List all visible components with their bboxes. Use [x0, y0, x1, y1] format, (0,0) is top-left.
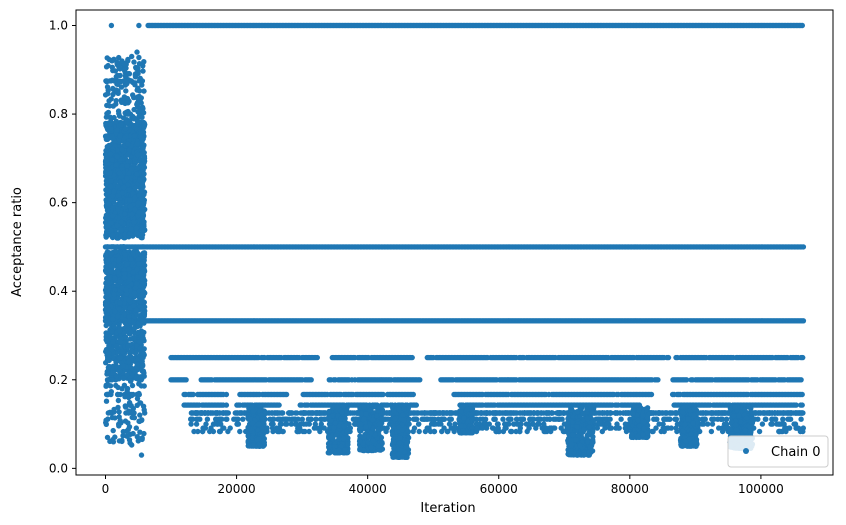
data-point — [106, 357, 112, 364]
data-point — [800, 354, 806, 361]
data-point — [102, 314, 109, 321]
data-point — [104, 55, 110, 61]
data-point — [648, 391, 655, 398]
data-point — [140, 363, 146, 369]
data-point — [104, 78, 110, 84]
data-point — [131, 59, 137, 65]
data-point — [103, 337, 110, 343]
data-point — [276, 402, 282, 408]
data-point — [409, 354, 415, 361]
data-point — [223, 391, 230, 398]
data-point — [113, 359, 119, 365]
data-point — [135, 329, 141, 336]
data-point — [140, 244, 146, 250]
data-point — [139, 114, 145, 121]
data-point — [410, 391, 416, 398]
data-point — [665, 354, 672, 361]
data-point — [112, 275, 118, 282]
data-point — [183, 377, 189, 383]
data-point — [223, 402, 230, 408]
data-point — [103, 64, 110, 70]
data-point — [798, 377, 804, 383]
data-point — [134, 95, 141, 101]
data-point — [118, 84, 125, 90]
data-point — [800, 318, 807, 324]
data-points — [102, 22, 807, 460]
data-point — [123, 88, 129, 94]
data-point — [105, 350, 112, 357]
data-point — [141, 164, 148, 171]
data-point — [799, 22, 805, 29]
data-point — [104, 110, 110, 117]
data-point — [109, 157, 116, 163]
data-point — [132, 74, 139, 80]
data-point — [117, 355, 123, 361]
data-point — [655, 377, 661, 383]
data-point — [121, 67, 128, 73]
data-point — [104, 102, 110, 109]
data-point — [799, 391, 805, 398]
data-point — [105, 201, 112, 207]
data-point — [136, 61, 143, 67]
data-point — [417, 377, 423, 383]
data-point — [124, 151, 131, 158]
data-point — [109, 77, 116, 83]
data-point — [113, 118, 120, 125]
data-point — [116, 110, 122, 117]
data-point — [139, 82, 145, 88]
data-point — [308, 377, 314, 383]
data-point — [800, 244, 807, 250]
data-point — [110, 244, 116, 250]
data-point — [136, 54, 142, 61]
data-point — [104, 84, 111, 90]
data-point — [314, 354, 320, 361]
data-point — [122, 204, 128, 210]
data-point — [799, 402, 805, 408]
data-point — [413, 402, 419, 408]
data-point — [121, 94, 128, 100]
data-point — [108, 96, 114, 102]
data-point — [283, 391, 290, 398]
data-point — [140, 332, 146, 338]
data-point — [106, 363, 112, 370]
